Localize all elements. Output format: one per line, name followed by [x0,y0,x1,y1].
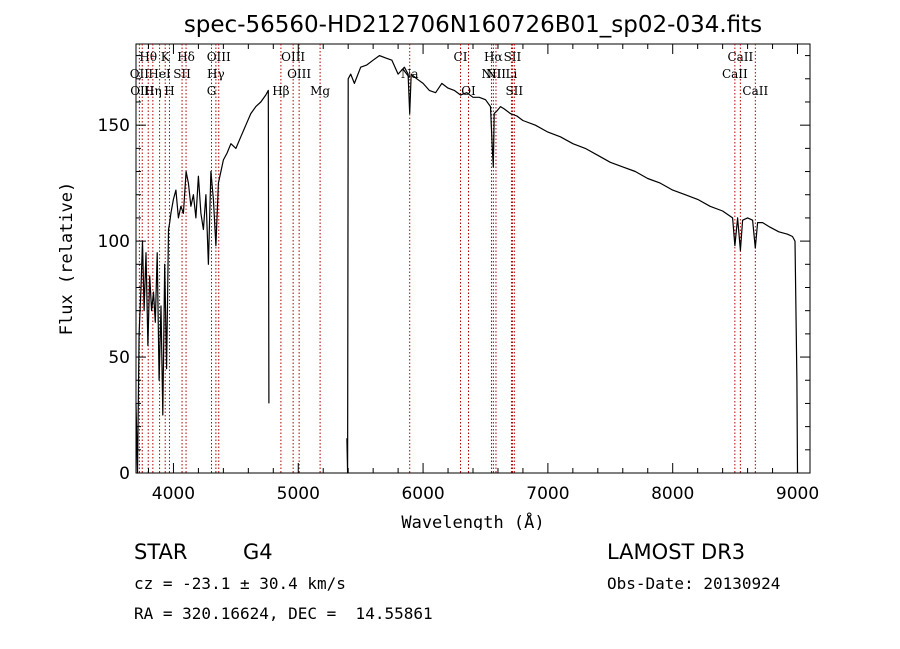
spectrum-series-0-segment-1 [346,54,799,474]
line-label-7: SII [504,50,522,64]
chart-title: spec-56560-HD212706N160726B01_sp02-034.f… [184,12,762,38]
line-label-4: OIII [281,50,305,64]
y-tick-label-1: 50 [108,348,130,368]
line-label-11: SII [173,67,191,81]
line-label-17: Li [506,67,518,81]
line-label-9: OII [130,67,150,81]
line-label-21: H [164,84,174,98]
line-label-24: Mg [310,84,330,98]
line-label-6: Hα [484,50,503,64]
x-tick-label-3: 7000 [526,484,569,504]
line-label-14: Na [401,67,419,81]
x-tick-label-4: 8000 [651,484,694,504]
spectrum-series-0-segment-0 [135,89,270,474]
line-label-27: CaII [742,84,768,98]
line-label-12: Hγ [207,67,225,81]
obs-date: Obs-Date: 20130924 [607,574,781,593]
line-label-20: Hη [144,84,162,98]
line-label-25: OI [461,84,476,98]
y-tick-label-0: 0 [119,464,130,484]
line-label-3: OIII [207,50,231,64]
line-label-19: OIII [130,84,154,98]
line-label-22: G [207,84,217,98]
line-label-16: NII [486,67,506,81]
x-tick-label-5: 9000 [776,484,819,504]
object-subclass: G4 [243,540,273,564]
line-label-23: Hβ [272,84,289,98]
line-label-26: SII [505,84,523,98]
x-axis-label: Wavelength (Å) [401,511,544,530]
line-label-18: CaII [722,67,748,81]
redshift-value: cz = -23.1 ± 30.4 km/s [134,574,346,593]
x-tick-label-0: 4000 [152,484,195,504]
line-label-0: Hθ [139,50,157,64]
y-tick-label-3: 150 [98,116,130,136]
y-tick-label-2: 100 [98,232,130,252]
line-label-13: OIII [287,67,311,81]
line-label-1: K [161,50,171,64]
object-class: STAR [134,540,188,564]
survey-name: LAMOST DR3 [607,540,746,564]
line-label-10: HeI [148,67,171,81]
coordinates: RA = 320.16624, DEC = 14.55861 [134,604,433,623]
plot-area-frame [135,43,811,474]
line-label-5: CI [454,50,468,64]
x-tick-label-2: 6000 [401,484,444,504]
line-label-15: NII [481,67,501,81]
x-tick-label-1: 5000 [277,484,320,504]
line-label-2: Hδ [177,50,195,64]
line-label-8: CaII [727,50,753,64]
y-axis-label: Flux (relative) [57,182,77,336]
